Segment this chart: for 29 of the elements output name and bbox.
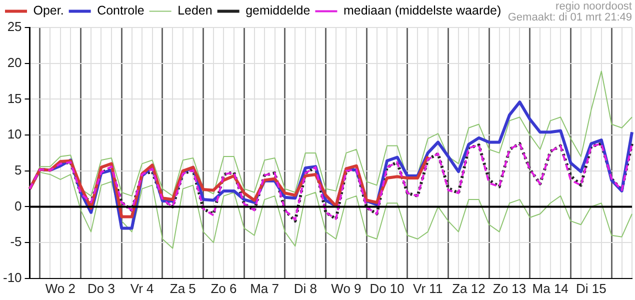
- legend-label: Leden: [178, 4, 212, 18]
- x-tick-label: Zo 6: [210, 280, 237, 296]
- legend-label: Controle: [97, 4, 144, 18]
- legend-label: mediaan (middelste waarde): [343, 4, 502, 18]
- x-tick-label: Ma 14: [532, 280, 568, 296]
- x-tick-label: Za 12: [452, 280, 486, 296]
- y-tick-label: 15: [7, 90, 22, 106]
- y-tick-label: -10: [2, 270, 22, 285]
- x-tick-label: Ma 7: [250, 280, 279, 296]
- x-tick-label: Za 5: [170, 280, 196, 296]
- y-tick-label: 25: [7, 19, 22, 34]
- x-tick-label: Wo 9: [331, 280, 362, 296]
- legend-label: Oper.: [33, 4, 64, 18]
- legend-label: gemiddelde: [246, 4, 310, 18]
- x-tick-label: Vr 11: [413, 280, 443, 296]
- text: Gemaakt: di 01 mrt 21:49: [508, 12, 632, 24]
- y-tick-label: 20: [7, 54, 22, 70]
- x-tick-label: Di 8: [294, 280, 317, 296]
- x-tick-label: Vr 4: [130, 280, 154, 296]
- x-tick-label: Do 3: [88, 280, 115, 296]
- y-tick-label: 10: [7, 126, 22, 142]
- x-tick-label: Zo 13: [492, 280, 526, 296]
- x-tick-label: Wo 2: [45, 280, 76, 296]
- text: regio noordoost: [556, 0, 632, 13]
- y-tick-label: -5: [10, 234, 22, 250]
- x-tick-label: Do 10: [370, 280, 404, 296]
- x-tick-label: Di 15: [576, 280, 606, 296]
- y-tick-label: 0: [14, 198, 22, 214]
- y-tick-label: 5: [14, 162, 22, 178]
